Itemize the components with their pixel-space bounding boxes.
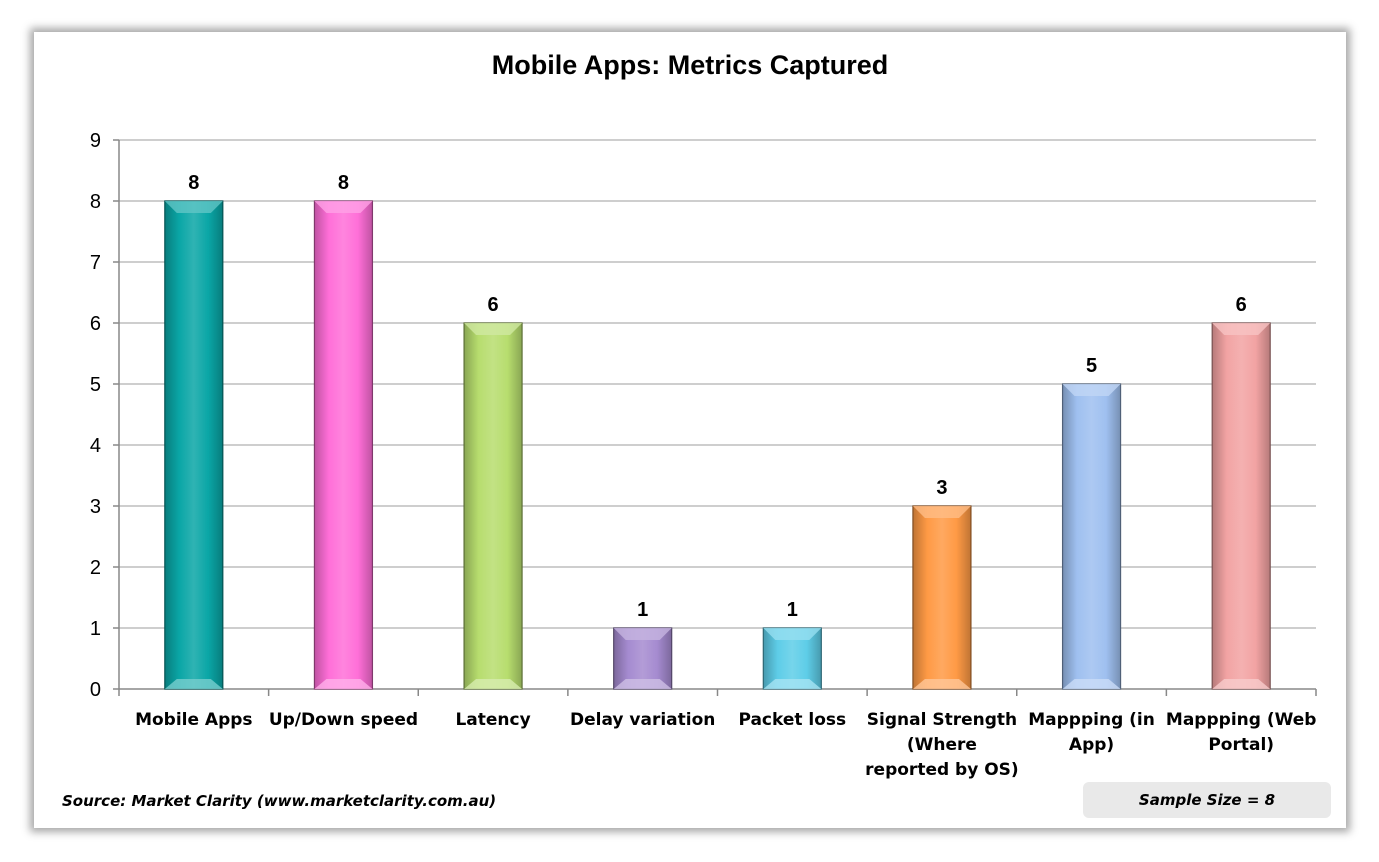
x-tick-label: Packet loss bbox=[738, 710, 846, 730]
x-tick-label-line: reported by OS) bbox=[865, 760, 1019, 780]
x-tick-label: Up/Down speed bbox=[269, 710, 418, 730]
bar-bevel-bottom bbox=[1212, 679, 1271, 689]
bar-bevel-bottom bbox=[314, 679, 373, 689]
y-tick-label: 1 bbox=[90, 618, 101, 640]
y-tick-label: 6 bbox=[90, 313, 101, 335]
bar-bevel-top bbox=[613, 628, 672, 640]
sample-size-badge: Sample Size = 8 bbox=[1083, 782, 1331, 818]
y-tick-label: 0 bbox=[90, 679, 101, 701]
x-tick-label: Mappping (in App) bbox=[1028, 710, 1155, 755]
x-tick-label: Delay variation bbox=[570, 710, 715, 730]
x-tick-label: Mappping (Web Portal) bbox=[1166, 710, 1317, 755]
y-tick-label: 9 bbox=[90, 130, 101, 152]
y-tick-label: 3 bbox=[90, 496, 101, 518]
data-label: 6 bbox=[488, 294, 499, 316]
bar-bevel-top bbox=[763, 628, 822, 640]
x-tick-label-line: Mappping (in bbox=[1028, 710, 1155, 730]
y-tick-label: 7 bbox=[90, 252, 101, 274]
data-label: 5 bbox=[1086, 355, 1097, 377]
bar-bevel-top bbox=[912, 506, 971, 518]
x-tick-label-line: Latency bbox=[455, 710, 530, 730]
data-label: 8 bbox=[338, 172, 349, 194]
bar-chart: 0 1 2 3 4 5 6 7 8 9 8 Mobile Apps 8 Up/Down speed 6 Lat… bbox=[90, 130, 1317, 780]
bar bbox=[164, 200, 224, 690]
bar-bevel-bottom bbox=[912, 679, 971, 689]
chart-title: Mobile Apps: Metrics Captured bbox=[491, 50, 889, 80]
bar-bevel-top bbox=[1212, 323, 1271, 335]
x-tick-label-line: App) bbox=[1069, 735, 1114, 755]
y-tick-label: 2 bbox=[90, 557, 101, 579]
data-label: 6 bbox=[1236, 294, 1247, 316]
x-tick-label-line: Packet loss bbox=[738, 710, 846, 730]
y-tick-label: 8 bbox=[90, 191, 101, 213]
x-tick-label: Mobile Apps bbox=[135, 710, 252, 730]
y-tick-label: 5 bbox=[90, 374, 101, 396]
bar-bevel-bottom bbox=[763, 679, 822, 689]
bar-bevel-bottom bbox=[164, 679, 223, 689]
bar bbox=[463, 322, 523, 690]
x-tick-label-line: Signal Strength bbox=[867, 710, 1017, 730]
bar-bevel-top bbox=[464, 323, 523, 335]
bar bbox=[912, 505, 972, 690]
bar bbox=[313, 200, 374, 690]
chart-card: Mobile Apps: Metrics Captured 0 1 2 3 4 5 6 7 8 9… bbox=[34, 32, 1346, 828]
data-label: 3 bbox=[936, 477, 947, 499]
data-label: 1 bbox=[637, 599, 648, 621]
data-label: 1 bbox=[787, 599, 798, 621]
x-tick-label: Latency bbox=[455, 710, 530, 730]
x-tick-label-line: Mobile Apps bbox=[135, 710, 252, 730]
x-tick-label-line: Up/Down speed bbox=[269, 710, 418, 730]
bar-bevel-top bbox=[314, 201, 373, 213]
bar bbox=[1211, 322, 1271, 690]
bar bbox=[1061, 383, 1122, 690]
x-tick-label: Signal Strength (Where reported by OS) bbox=[865, 710, 1019, 780]
x-tick-label-line: Mappping (Web bbox=[1166, 710, 1317, 730]
bar-bevel-bottom bbox=[613, 679, 672, 689]
bar-bevel-bottom bbox=[464, 679, 523, 689]
y-tick-label: 4 bbox=[90, 435, 101, 457]
bar-bevel-top bbox=[164, 201, 223, 213]
sample-size-label: Sample Size = 8 bbox=[1138, 791, 1276, 809]
x-tick-label-line: Delay variation bbox=[570, 710, 715, 730]
bar-bevel-bottom bbox=[1062, 679, 1121, 689]
x-tick-label-line: Portal) bbox=[1208, 735, 1274, 755]
data-label: 8 bbox=[188, 172, 199, 194]
x-tick-label-line: (Where bbox=[907, 735, 977, 755]
bar-bevel-top bbox=[1062, 384, 1121, 396]
source-note: Source: Market Clarity (www.marketclarit… bbox=[62, 792, 497, 810]
